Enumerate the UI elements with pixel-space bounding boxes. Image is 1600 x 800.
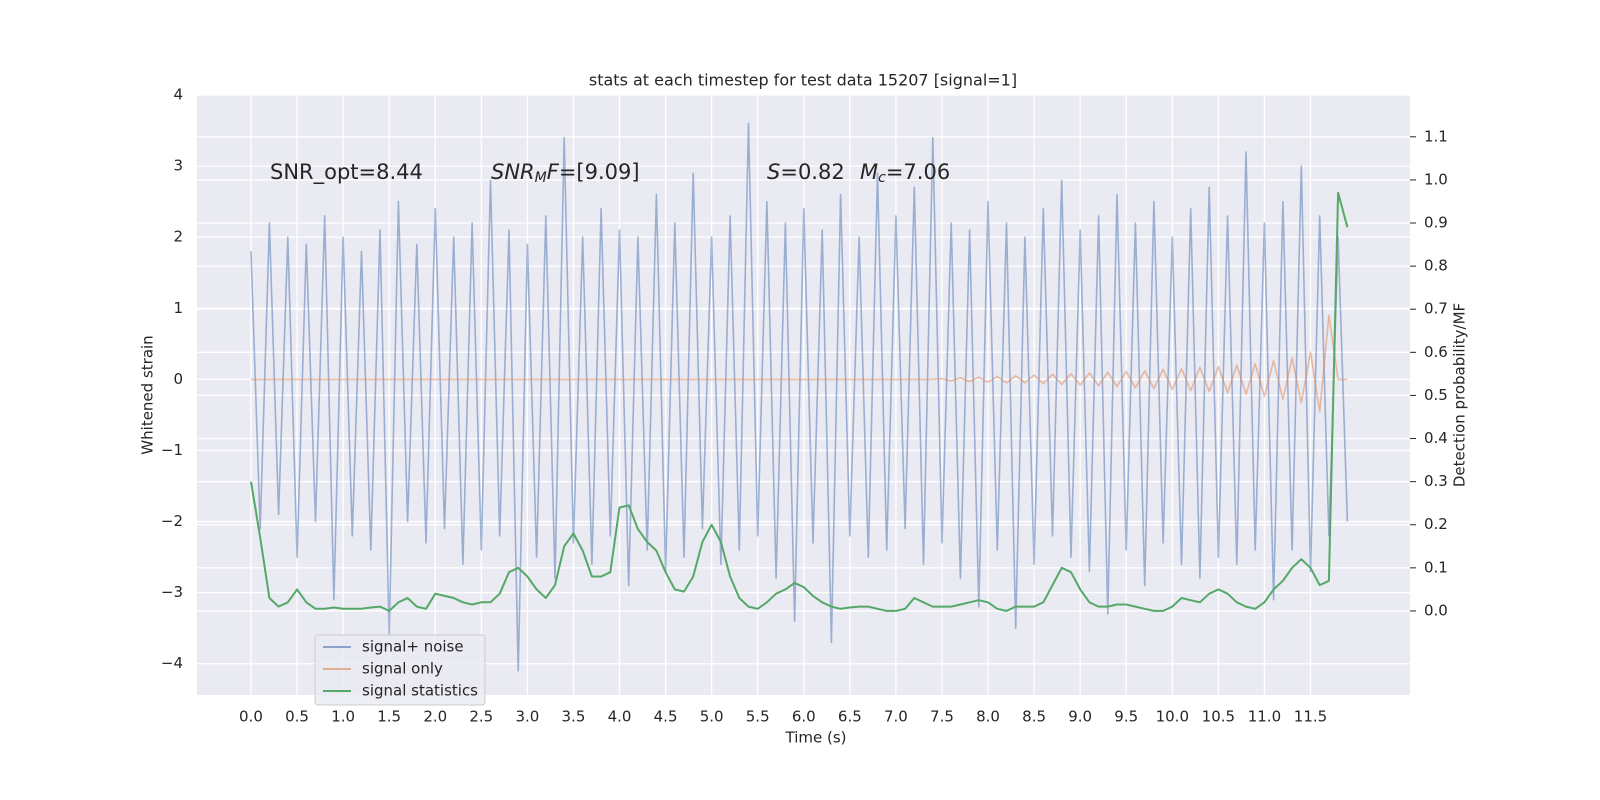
x-tick-label: 3.5 bbox=[562, 708, 586, 726]
annotation-part: =7.06 bbox=[886, 160, 950, 184]
x-tick-label: 6.5 bbox=[838, 708, 862, 726]
annotation: S=0.82 bbox=[767, 160, 845, 184]
y-tick-label: −4 bbox=[161, 654, 183, 672]
annotation: SNRMF=[9.09] bbox=[491, 160, 640, 186]
y-tick-label: −3 bbox=[161, 583, 183, 601]
x-tick-label: 11.5 bbox=[1294, 708, 1327, 726]
x-tick-label: 7.5 bbox=[930, 708, 954, 726]
x-tick-label: 1.5 bbox=[377, 708, 401, 726]
annotation: Mc=7.06 bbox=[860, 160, 950, 186]
y-tick-label: −2 bbox=[161, 512, 183, 530]
x-tick-label: 0.0 bbox=[239, 708, 263, 726]
x-tick-label: 6.0 bbox=[792, 708, 816, 726]
y-tick-label: −1 bbox=[161, 441, 183, 459]
x-tick-label: 9.0 bbox=[1068, 708, 1092, 726]
y-tick-label: 4 bbox=[173, 86, 183, 104]
x-tick-label: 8.5 bbox=[1022, 708, 1046, 726]
y2-tick-label: 0.7 bbox=[1424, 300, 1448, 318]
y2-tick-label: 0.8 bbox=[1424, 257, 1448, 275]
y2-axis-label: Detection probability/MF bbox=[1451, 303, 1469, 487]
y2-tick-label: 0.5 bbox=[1424, 386, 1448, 404]
annotation-part: c bbox=[878, 170, 886, 186]
marks bbox=[250, 122, 1349, 672]
annotation-part: S bbox=[767, 160, 780, 184]
annotation-part: SNR bbox=[491, 160, 535, 184]
annotation-part: =0.82 bbox=[780, 160, 844, 184]
x-tick-label: 8.0 bbox=[976, 708, 1000, 726]
x-tick-label: 5.0 bbox=[700, 708, 724, 726]
x-tick-label: 1.0 bbox=[331, 708, 355, 726]
legend-label: signal statistics bbox=[362, 682, 478, 700]
annotation-part: =[9.09] bbox=[559, 160, 640, 184]
x-tick-label: 9.5 bbox=[1114, 708, 1138, 726]
x-tick-label: 7.0 bbox=[884, 708, 908, 726]
y-axis-label: Whitened strain bbox=[139, 335, 157, 454]
x-tick-label: 5.5 bbox=[746, 708, 770, 726]
y-tick-label: 2 bbox=[173, 228, 183, 246]
x-tick-label: 11.0 bbox=[1248, 708, 1281, 726]
y2-tick-label: 0.9 bbox=[1424, 214, 1448, 232]
series-line bbox=[251, 314, 1348, 413]
series-line bbox=[250, 191, 1349, 612]
x-axis-label: Time (s) bbox=[785, 729, 847, 747]
x-tick-label: 3.0 bbox=[515, 708, 539, 726]
legend-label: signal+ noise bbox=[362, 638, 464, 656]
y-tick-label: 0 bbox=[173, 370, 183, 388]
x-tick-label: 2.0 bbox=[423, 708, 447, 726]
y2-tick-label: 0.6 bbox=[1424, 343, 1448, 361]
annotation: SNR_opt=8.44 bbox=[270, 160, 423, 185]
legend-box bbox=[314, 634, 486, 706]
x-tick-label: 4.5 bbox=[654, 708, 678, 726]
x-tick-label: 10.0 bbox=[1156, 708, 1189, 726]
x-tick-label: 4.0 bbox=[608, 708, 632, 726]
annotation-part: M bbox=[860, 160, 878, 184]
x-tick-label: 0.5 bbox=[285, 708, 309, 726]
series-line bbox=[250, 122, 1349, 672]
x-tick-label: 2.5 bbox=[469, 708, 493, 726]
legend-label: signal only bbox=[362, 660, 443, 678]
y2-tick-label: 0.1 bbox=[1424, 558, 1448, 576]
x-tick-label: 10.5 bbox=[1202, 708, 1235, 726]
labels: 0.0 0.5 1.0 1.5 2.0 2.5 3.0 3.5 4.0 4.5 5.0 5.5 6.0 6… bbox=[161, 86, 1448, 726]
y-tick-label: 3 bbox=[173, 157, 183, 175]
annotation-part: SNR_opt=8.44 bbox=[270, 160, 423, 185]
y-tick-label: 1 bbox=[173, 299, 183, 317]
y2-tick-label: 0.4 bbox=[1424, 429, 1448, 447]
y2-tick-label: 1.1 bbox=[1424, 127, 1448, 145]
annotation-part: M bbox=[535, 170, 547, 186]
y2-tick-label: 0.2 bbox=[1424, 515, 1448, 533]
annotation-part: F bbox=[547, 160, 560, 184]
y2-tick-label: 0.3 bbox=[1424, 472, 1448, 490]
chart-title: stats at each timestep for test data 152… bbox=[589, 71, 1017, 90]
y2-tick-label: 0.0 bbox=[1424, 601, 1448, 619]
y2-tick-label: 1.0 bbox=[1424, 170, 1448, 188]
